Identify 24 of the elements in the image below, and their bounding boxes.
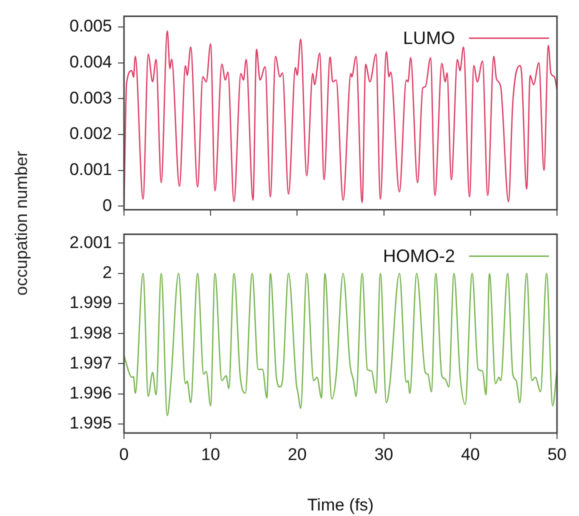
y-tick-label: 1.995: [69, 414, 112, 433]
legend-label: HOMO-2: [383, 246, 455, 266]
y-tick-label: 2: [102, 263, 112, 282]
y-tick-label: 2.001: [69, 232, 112, 252]
x-tick-label: 40: [460, 444, 480, 464]
x-axis-title: Time (fs): [307, 495, 374, 514]
y-tick-label: 0: [102, 196, 112, 215]
x-tick-label: 30: [374, 444, 394, 464]
y-tick-label: 0.004: [69, 52, 112, 72]
x-tick-label: 20: [288, 444, 307, 464]
y-tick-label: 1.999: [69, 293, 112, 312]
y-tick-label: 0.003: [69, 88, 112, 108]
y-tick-label: 0.005: [69, 16, 112, 36]
y-tick-label: 0.001: [69, 160, 112, 180]
line-series: [124, 272, 557, 416]
y-tick-label: 0.002: [69, 124, 112, 144]
x-tick-label: 50: [548, 444, 566, 464]
x-tick-label: 10: [201, 444, 220, 464]
legend-label: LUMO: [402, 28, 455, 48]
y-axis-title: occupation number: [12, 151, 32, 296]
y-tick-label: 1.998: [69, 323, 112, 342]
y-tick-label: 1.997: [69, 353, 112, 372]
x-tick-label: 0: [119, 444, 129, 464]
y-tick-label: 1.996: [69, 384, 112, 403]
